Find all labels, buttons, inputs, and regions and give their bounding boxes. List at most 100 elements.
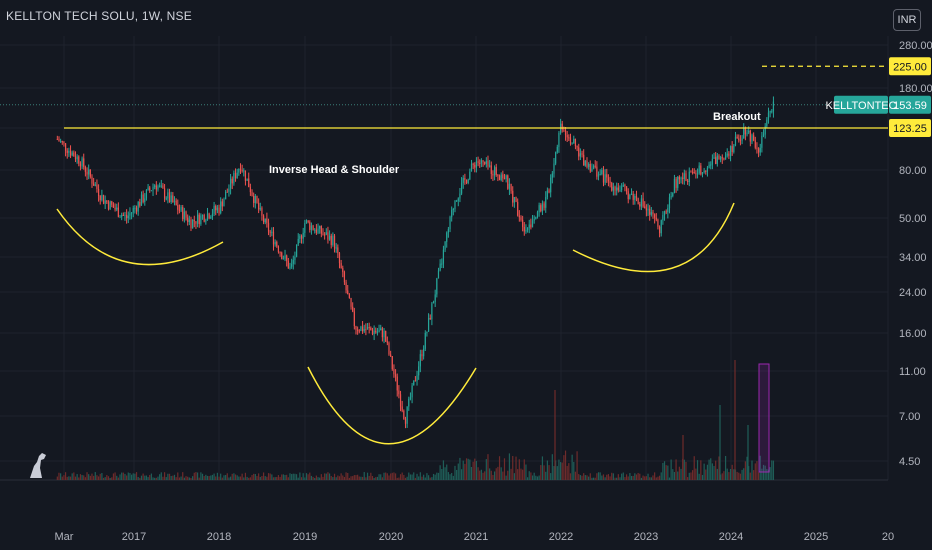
- candle-body: [154, 185, 156, 187]
- volume-bar: [672, 469, 674, 480]
- candle-body: [244, 170, 247, 181]
- candle-body: [599, 174, 601, 176]
- volume-bar: [650, 477, 652, 480]
- volume-bar: [576, 451, 578, 480]
- volume-bar: [71, 473, 73, 480]
- candle-body: [325, 232, 327, 235]
- candle-body: [678, 176, 680, 180]
- symbol-tag: KELLTONTEC: [825, 100, 896, 112]
- volume-bar: [454, 465, 456, 480]
- volume-bar: [195, 472, 197, 480]
- candle-body: [624, 185, 626, 187]
- candle-body: [617, 187, 619, 191]
- candle-body: [66, 150, 68, 153]
- volume-bar: [642, 475, 644, 480]
- volume-bar: [314, 477, 316, 480]
- candle-body: [710, 164, 712, 166]
- volume-bar: [525, 464, 527, 480]
- volume-bar: [102, 477, 105, 480]
- volume-bar: [61, 476, 63, 480]
- candle-body: [589, 164, 591, 172]
- candle-body: [741, 138, 743, 141]
- candle-body: [274, 242, 276, 245]
- candle-body: [116, 207, 118, 210]
- candle-body: [434, 294, 436, 302]
- volume-bar: [129, 473, 131, 480]
- candle-body: [228, 188, 230, 192]
- volume-bar: [695, 468, 697, 480]
- candle-body: [426, 331, 428, 333]
- candle-body: [271, 231, 273, 233]
- candle-body: [119, 216, 121, 218]
- candle-body: [464, 177, 466, 180]
- candle-body: [277, 246, 280, 252]
- candle-body: [713, 157, 715, 159]
- x-tick-label: 2020: [379, 531, 403, 543]
- volume-bar: [522, 469, 524, 480]
- candle-body: [79, 163, 82, 167]
- volume-bar: [531, 475, 534, 480]
- volume-bar: [723, 471, 725, 480]
- volume-bar: [295, 474, 298, 480]
- volume-bar: [121, 472, 123, 480]
- volume-bar: [579, 475, 581, 480]
- candle-body: [403, 410, 405, 419]
- candle-body: [264, 218, 266, 223]
- candle-body: [729, 146, 732, 156]
- candle-body: [472, 163, 474, 165]
- candle-body: [734, 136, 737, 146]
- volume-bar: [467, 458, 469, 480]
- candle-body: [708, 164, 710, 168]
- candle-body: [647, 208, 649, 211]
- volume-bar: [482, 472, 484, 480]
- candle-body: [581, 153, 583, 155]
- breakout-volume-box: [758, 363, 770, 473]
- volume-bar: [259, 476, 261, 480]
- volume-bar: [436, 472, 438, 480]
- candle-body: [769, 111, 771, 113]
- candle-body: [687, 180, 689, 182]
- candle-body: [606, 174, 608, 178]
- candle-body: [355, 326, 357, 330]
- candle-body: [239, 168, 242, 171]
- candle-body: [149, 187, 151, 191]
- volume-bar: [145, 475, 148, 480]
- volume-bar: [710, 458, 712, 480]
- candle-body: [386, 341, 388, 343]
- volume-bar: [424, 477, 426, 480]
- volume-bar: [375, 477, 377, 480]
- last-price-tag: 153.59: [893, 100, 927, 112]
- volume-bar: [475, 460, 478, 480]
- y-tick-label: 16.00: [899, 328, 927, 340]
- candle-body: [147, 187, 149, 191]
- volume-bar: [493, 471, 496, 480]
- candle-body: [432, 301, 435, 304]
- candle-body: [757, 148, 760, 153]
- volume-bar: [79, 474, 82, 480]
- candle-body: [215, 205, 217, 211]
- volume-bar: [724, 455, 727, 480]
- candle-body: [390, 354, 392, 357]
- candle-body: [746, 132, 748, 135]
- candle-body: [744, 128, 746, 135]
- volume-bar: [619, 477, 621, 480]
- currency-button[interactable]: INR: [893, 9, 921, 31]
- candle-body: [482, 160, 484, 163]
- candle-body: [236, 172, 238, 179]
- candle-body: [728, 153, 730, 156]
- candle-body: [733, 145, 735, 152]
- candle-body: [284, 255, 286, 259]
- volume-bar: [398, 477, 400, 480]
- volume-bar: [60, 473, 62, 480]
- candle-body: [297, 238, 299, 245]
- volume-bar: [348, 477, 350, 480]
- volume-bar: [731, 464, 733, 480]
- pattern-annotation: Inverse Head & Shoulder: [269, 164, 400, 176]
- volume-bar: [167, 473, 169, 480]
- volume-bar: [663, 461, 666, 480]
- candle-body: [518, 215, 520, 218]
- candle-body: [753, 135, 755, 141]
- volume-bar: [289, 473, 291, 480]
- candle-body: [192, 219, 194, 229]
